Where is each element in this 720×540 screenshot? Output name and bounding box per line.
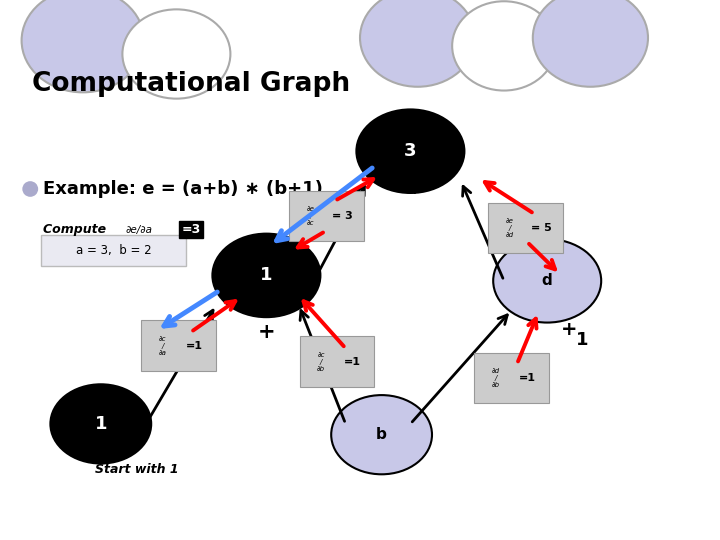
Text: 3: 3 (404, 142, 417, 160)
Text: Example: e = (a+b) ∗ (b+1): Example: e = (a+b) ∗ (b+1) (43, 180, 323, 198)
Text: 1: 1 (260, 266, 273, 285)
Ellipse shape (122, 9, 230, 99)
Text: Computational Graph: Computational Graph (32, 71, 351, 97)
Text: 1: 1 (575, 331, 588, 349)
Text: =1: =1 (344, 357, 361, 367)
Ellipse shape (212, 234, 320, 317)
Ellipse shape (22, 0, 144, 92)
Text: +: + (258, 322, 275, 342)
Ellipse shape (331, 395, 432, 474)
Text: = 3: = 3 (332, 211, 352, 221)
FancyBboxPatch shape (488, 202, 563, 253)
Text: =3: =3 (181, 223, 200, 236)
Text: 1: 1 (94, 415, 107, 433)
Ellipse shape (50, 384, 151, 463)
Text: Start with 1: Start with 1 (95, 463, 179, 476)
FancyBboxPatch shape (141, 320, 216, 371)
Text: b: b (376, 427, 387, 442)
Text: ∂d
/
∂b: ∂d / ∂b (491, 368, 500, 388)
FancyBboxPatch shape (289, 191, 364, 241)
Text: ∂e/∂a: ∂e/∂a (126, 225, 153, 234)
Ellipse shape (493, 239, 601, 322)
Ellipse shape (356, 110, 464, 193)
Text: =1: =1 (518, 373, 536, 383)
Text: ∂c
/
∂a: ∂c / ∂a (159, 335, 166, 356)
Text: d: d (542, 273, 552, 288)
Ellipse shape (452, 1, 556, 91)
Text: ∂c
/
∂b: ∂c / ∂b (317, 352, 325, 372)
FancyBboxPatch shape (41, 235, 186, 266)
Ellipse shape (533, 0, 648, 87)
FancyBboxPatch shape (300, 336, 374, 387)
Text: = 5: = 5 (531, 223, 552, 233)
Text: a = 3,  b = 2: a = 3, b = 2 (76, 244, 152, 257)
Text: =1: =1 (186, 341, 203, 350)
Ellipse shape (22, 181, 38, 197)
Ellipse shape (360, 0, 475, 87)
Text: ∂e
/
∂d: ∂e / ∂d (505, 218, 514, 238)
Text: Compute: Compute (43, 223, 111, 236)
Text: ∂e
/
∂c: ∂e / ∂c (307, 206, 314, 226)
Text: +: + (561, 320, 577, 339)
Text: *: * (408, 184, 420, 205)
FancyBboxPatch shape (474, 353, 549, 403)
